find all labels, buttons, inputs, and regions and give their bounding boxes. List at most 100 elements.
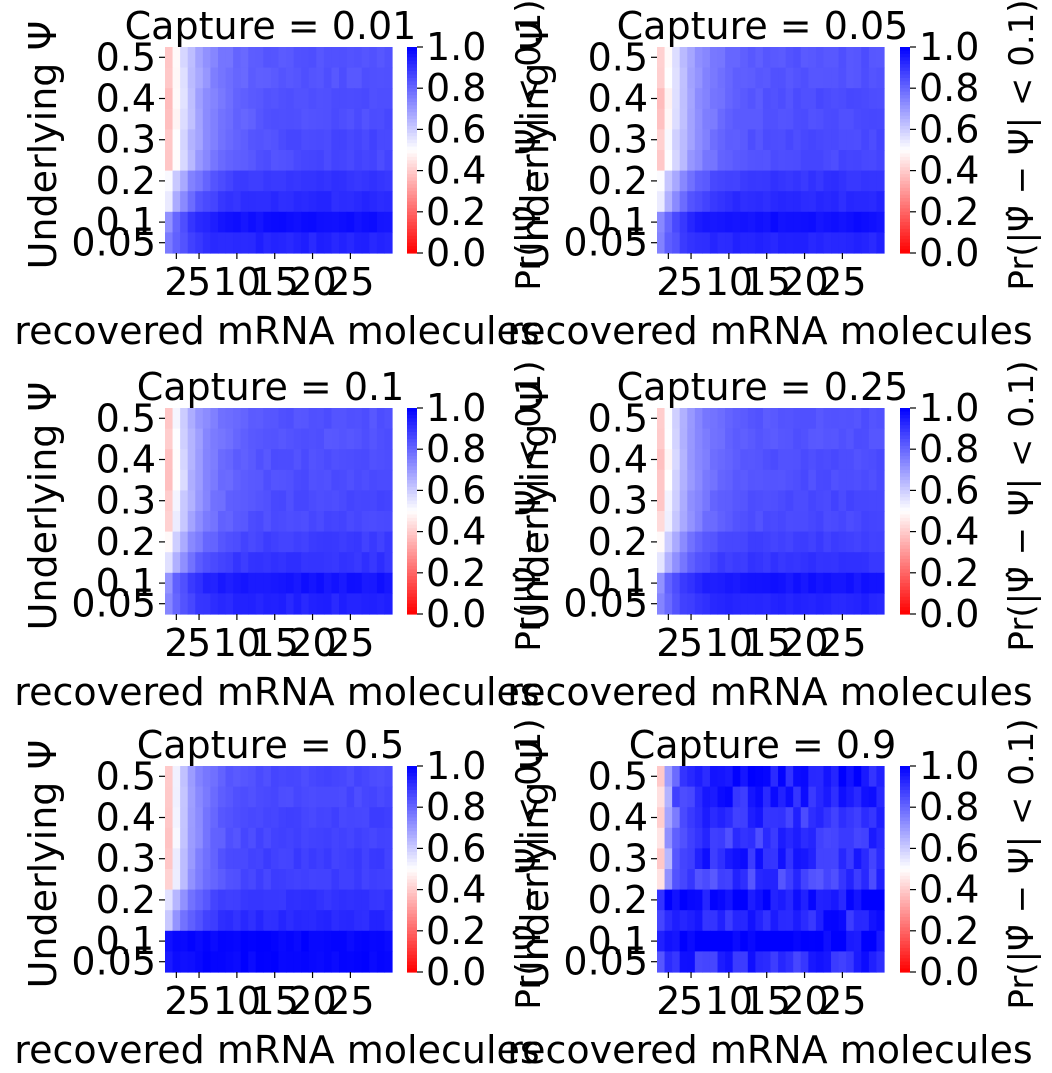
heatmap-cell	[376, 88, 386, 110]
heatmap-cell	[868, 428, 878, 450]
heatmap-cell	[263, 428, 272, 450]
heatmap-cell	[263, 910, 272, 932]
heatmap-cell	[823, 108, 832, 130]
heatmap-cell	[331, 807, 340, 829]
colorbar-segment	[900, 514, 910, 519]
heatmap-cell	[747, 827, 756, 849]
heatmap-cell	[354, 910, 363, 932]
heatmap-cell	[248, 572, 257, 594]
heatmap-cell	[354, 593, 363, 615]
heatmap-cell	[762, 232, 772, 254]
heatmap-cell	[762, 910, 772, 932]
y-tick-label: 0.3	[96, 118, 156, 162]
heatmap-cell	[187, 572, 196, 594]
heatmap-cell	[679, 889, 688, 911]
heatmap-cell	[672, 552, 681, 574]
heatmap-cell	[316, 511, 325, 533]
colorbar-segment	[900, 153, 910, 158]
heatmap-cell	[217, 170, 227, 192]
heatmap-cell	[838, 827, 847, 849]
heatmap-cell	[868, 889, 878, 911]
heatmap-cell	[331, 869, 340, 891]
heatmap-cell	[369, 490, 378, 512]
heatmap-cell	[248, 889, 257, 911]
heatmap-cell	[187, 150, 196, 172]
heatmap-cell	[762, 848, 772, 870]
heatmap-cell	[354, 408, 363, 430]
colorbar-segment	[900, 132, 910, 137]
heatmap-cell	[702, 490, 711, 512]
heatmap-cell	[725, 766, 734, 788]
colorbar-segment	[900, 50, 910, 55]
heatmap-cell	[369, 511, 378, 533]
heatmap-cell	[740, 428, 749, 450]
heatmap-cell	[846, 889, 855, 911]
heatmap-cell	[172, 67, 181, 89]
heatmap-cell	[301, 211, 310, 233]
colorbar-segment	[407, 779, 417, 784]
heatmap-cell	[165, 408, 174, 430]
heatmap-cell	[694, 428, 703, 450]
colorbar-segment	[900, 872, 910, 877]
heatmap-cell	[694, 889, 703, 911]
heatmap-cell	[815, 191, 825, 213]
heatmap-cell	[672, 108, 681, 130]
heatmap-cell	[195, 129, 204, 151]
colorbar-segment	[900, 242, 910, 247]
heatmap-cell	[732, 150, 741, 172]
colorbar-segment	[407, 208, 417, 213]
heatmap-cell	[308, 889, 317, 911]
heatmap-cell	[679, 848, 688, 870]
heatmap-cell	[785, 108, 794, 130]
colorbar-segment	[900, 961, 910, 966]
heatmap-cell	[664, 531, 673, 553]
heatmap-cell	[323, 490, 333, 512]
heatmap-cell	[808, 191, 817, 213]
colorbar-segment	[900, 408, 910, 413]
colorbar-segment	[407, 896, 417, 901]
heatmap-cell	[339, 511, 348, 533]
heatmap-cell	[217, 910, 227, 932]
heatmap-cell	[316, 552, 325, 574]
heatmap-cell	[248, 848, 257, 870]
heatmap-cell	[709, 593, 719, 615]
heatmap-cell	[308, 593, 317, 615]
heatmap-cell	[800, 766, 809, 788]
heatmap-cell	[725, 889, 734, 911]
colorbar-tick-label: 0.0	[919, 231, 979, 275]
heatmap-cell	[876, 490, 885, 512]
heatmap-cell	[180, 572, 189, 594]
heatmap-cell	[172, 951, 181, 973]
heatmap-cell	[762, 191, 772, 213]
heatmap-cell	[202, 170, 211, 192]
heatmap-cell	[263, 951, 272, 973]
heatmap-cell	[180, 531, 189, 553]
colorbar-segment	[407, 156, 417, 161]
heatmap-cell	[255, 211, 264, 233]
heatmap-cell	[384, 848, 393, 870]
colorbar-segment	[407, 232, 417, 237]
heatmap-cell	[793, 511, 802, 533]
heatmap-cell	[217, 449, 227, 471]
heatmap-cell	[376, 108, 386, 130]
heatmap-cell	[255, 786, 264, 808]
heatmap-cell	[747, 408, 756, 430]
heatmap-cell	[876, 930, 885, 952]
heatmap-cell	[217, 951, 227, 973]
heatmap-cell	[369, 807, 378, 829]
heatmap-cell	[876, 469, 885, 491]
heatmap-cell	[687, 848, 696, 870]
heatmap-cell	[868, 766, 878, 788]
heatmap-cell	[709, 170, 719, 192]
heatmap-cell	[702, 428, 711, 450]
x-tick-label: 10	[705, 260, 753, 304]
heatmap-cell	[657, 67, 666, 89]
heatmap-cell	[217, 786, 227, 808]
heatmap-cell	[823, 910, 832, 932]
heatmap-cell	[725, 910, 734, 932]
colorbar-segment	[900, 555, 910, 560]
heatmap-cell	[868, 552, 878, 574]
heatmap-cell	[240, 827, 249, 849]
heatmap-cell	[838, 786, 847, 808]
heatmap-cell	[709, 47, 719, 69]
